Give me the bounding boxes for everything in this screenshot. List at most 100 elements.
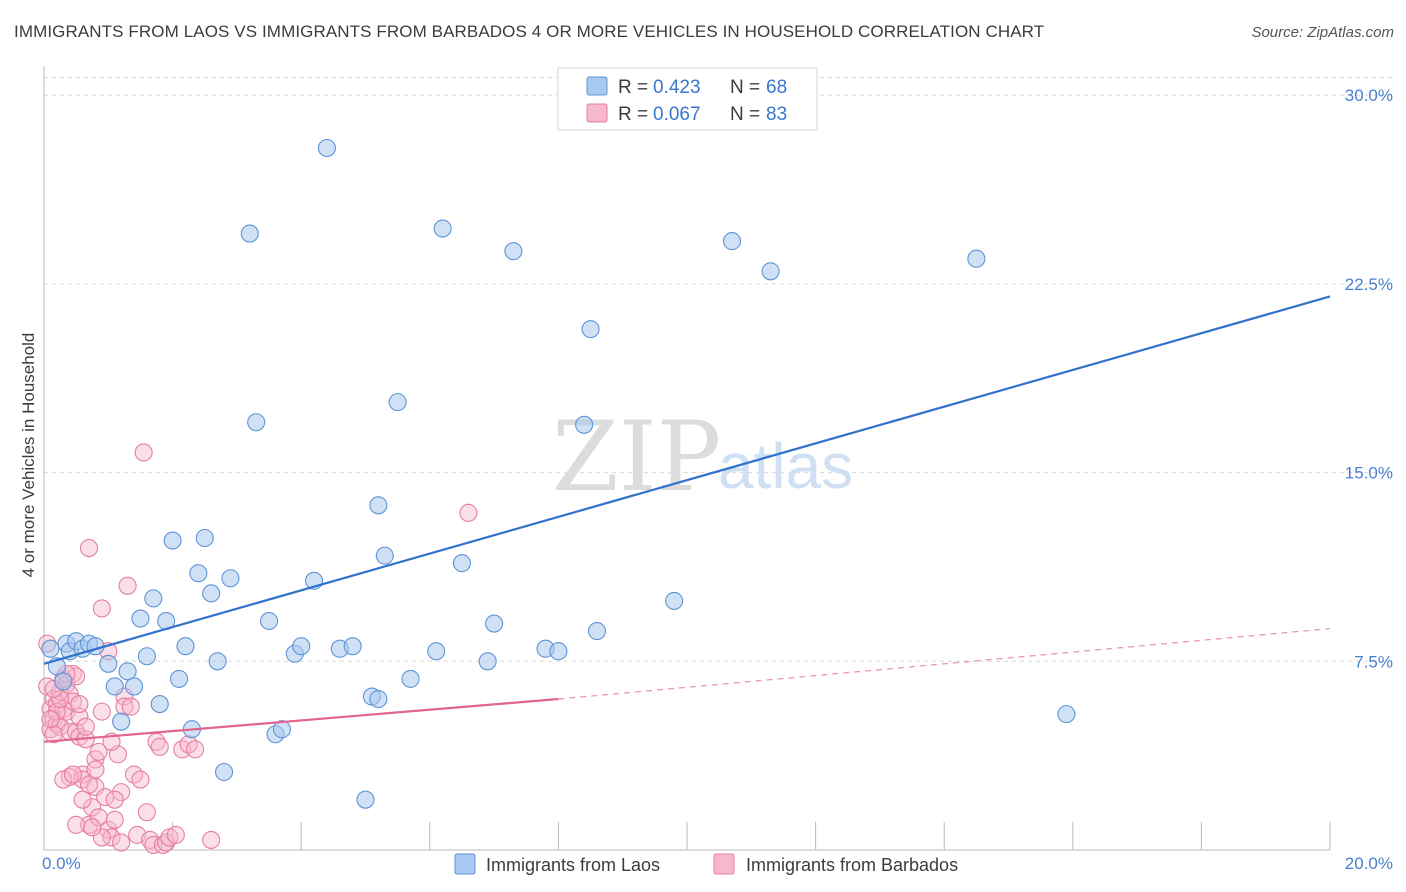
barbados-point-64 xyxy=(67,815,86,834)
laos-swatch xyxy=(586,76,608,96)
laos-r-value: 0.423 xyxy=(653,77,701,98)
laos-point-37 xyxy=(317,138,336,158)
barbados-point-21 xyxy=(70,707,89,726)
barbados-trend-line xyxy=(43,697,559,743)
barbados-point-74 xyxy=(112,833,131,852)
laos-n-value: 68 xyxy=(766,77,787,98)
barbados-point-68 xyxy=(54,770,73,789)
barbados-point-32 xyxy=(92,702,111,721)
barbados-point-55 xyxy=(157,833,176,852)
laos-point-51 xyxy=(485,614,504,633)
barbados-point-82 xyxy=(41,710,60,729)
barbados-point-60 xyxy=(186,740,205,759)
barbados-point-47 xyxy=(131,770,150,789)
barbados-point-62 xyxy=(459,503,478,522)
laos-point-27 xyxy=(214,762,234,782)
barbados-point-37 xyxy=(102,828,121,847)
laos-point-26 xyxy=(208,652,227,671)
barbados-point-49 xyxy=(137,803,156,822)
laos-point-11 xyxy=(112,712,131,731)
laos-point-61 xyxy=(967,249,986,268)
laos-point-52 xyxy=(504,242,523,261)
barbados-point-66 xyxy=(70,695,89,714)
x-tick-label-0: 0.0% xyxy=(42,854,81,873)
barbados-point-44 xyxy=(121,697,140,716)
legend-barbados-label: Immigrants from Barbados xyxy=(746,855,958,875)
barbados-r-label: R = xyxy=(618,104,648,125)
laos-point-42 xyxy=(369,689,388,709)
barbados-point-69 xyxy=(44,725,63,744)
stats-legend: R = 0.423 N = 68 R = 0.067 N = 83 xyxy=(557,67,818,131)
grid-lines xyxy=(43,66,1392,851)
barbados-point-53 xyxy=(150,737,169,756)
laos-point-60 xyxy=(761,262,780,281)
laos-point-49 xyxy=(452,554,472,573)
laos-point-13 xyxy=(124,677,144,696)
barbados-point-43 xyxy=(118,576,137,595)
laos-point-16 xyxy=(144,589,163,608)
y-axis-label: 4 or more Vehicles in Household xyxy=(19,333,38,578)
laos-point-15 xyxy=(137,647,156,666)
legend-laos-label: Immigrants from Laos xyxy=(486,855,660,875)
barbados-point-38 xyxy=(105,810,124,829)
series-barbados-points xyxy=(38,443,478,855)
barbados-n-label: N = xyxy=(730,104,760,125)
barbados-point-33 xyxy=(92,599,111,618)
chart-title: IMMIGRANTS FROM LAOS VS IMMIGRANTS FROM … xyxy=(14,22,1045,41)
laos-point-54 xyxy=(549,642,568,661)
laos-point-8 xyxy=(86,637,105,656)
laos-point-0 xyxy=(41,639,60,658)
watermark-zip: ZIP xyxy=(552,401,721,513)
series-laos-points xyxy=(41,138,1076,809)
laos-point-48 xyxy=(433,219,452,238)
laos-point-10 xyxy=(105,677,124,696)
barbados-point-40 xyxy=(112,783,131,802)
laos-point-21 xyxy=(176,637,195,656)
laos-point-46 xyxy=(401,669,420,688)
series-legend: Immigrants from Laos Immigrants from Bar… xyxy=(454,853,958,875)
laos-point-56 xyxy=(581,320,600,339)
watermark: ZIP atlas xyxy=(552,401,853,513)
barbados-r-value: 0.067 xyxy=(653,104,701,125)
laos-point-62 xyxy=(1057,705,1076,724)
laos-point-59 xyxy=(722,232,742,251)
laos-point-25 xyxy=(202,584,221,603)
laos-point-29 xyxy=(240,224,259,243)
barbados-point-57 xyxy=(166,825,185,844)
barbados-point-9 xyxy=(51,717,70,736)
laos-point-33 xyxy=(272,720,291,739)
barbados-n-value: 83 xyxy=(766,104,787,125)
x-axis-ticks: 0.0% 20.0% xyxy=(42,854,1393,873)
laos-point-57 xyxy=(587,622,607,641)
laos-point-47 xyxy=(427,642,446,661)
trend-lines xyxy=(43,295,1331,743)
barbados-point-73 xyxy=(83,818,102,837)
laos-point-24 xyxy=(195,528,214,548)
barbados-point-31 xyxy=(89,742,108,761)
y-tick-label-2: 22.5% xyxy=(1345,275,1393,294)
laos-r-label: R = xyxy=(618,77,648,98)
barbados-point-76 xyxy=(63,765,82,784)
barbados-swatch xyxy=(586,103,608,123)
laos-point-19 xyxy=(163,531,182,550)
laos-point-9 xyxy=(99,654,118,673)
legend-laos-swatch xyxy=(454,853,476,875)
laos-point-35 xyxy=(292,637,311,656)
y-tick-label-0: 7.5% xyxy=(1354,652,1393,671)
legend-barbados-swatch xyxy=(713,853,735,875)
y-axis-ticks: 7.5% 15.0% 22.5% 30.0% xyxy=(1345,86,1393,671)
laos-point-14 xyxy=(131,609,150,628)
laos-point-45 xyxy=(388,393,407,412)
barbados-point-77 xyxy=(73,790,92,809)
laos-point-30 xyxy=(247,413,266,432)
laos-n-label: N = xyxy=(730,77,760,98)
y-tick-label-1: 15.0% xyxy=(1345,464,1393,483)
barbados-point-65 xyxy=(79,775,99,794)
barbados-trend-extension xyxy=(558,627,1331,700)
laos-point-39 xyxy=(343,637,362,656)
barbados-point-54 xyxy=(153,835,173,855)
barbados-point-71 xyxy=(92,828,111,847)
laos-point-44 xyxy=(375,546,394,565)
laos-point-50 xyxy=(478,652,497,671)
